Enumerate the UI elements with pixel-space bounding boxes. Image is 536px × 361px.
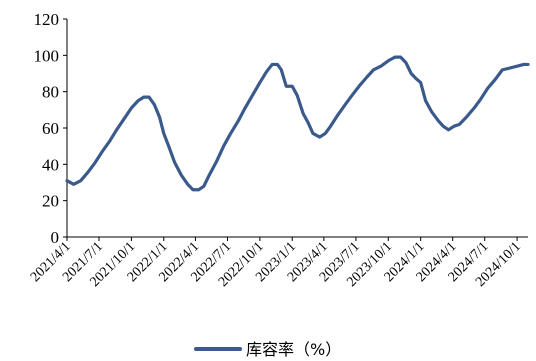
legend: 库容率（%） xyxy=(194,340,341,359)
y-tick-label: 40 xyxy=(42,155,59,174)
y-tick-label: 0 xyxy=(51,228,60,247)
y-axis-ticks: 0 20 40 60 80 100 120 xyxy=(34,10,67,247)
y-tick-label: 120 xyxy=(34,10,60,29)
series-layer xyxy=(65,55,530,192)
legend-label: 库容率（%） xyxy=(246,340,341,359)
axes xyxy=(66,19,528,238)
y-tick-label: 100 xyxy=(34,46,60,65)
y-tick-label: 60 xyxy=(42,119,59,138)
x-axis-ticks: 2021/4/12021/7/12021/10/12022/1/12022/4/… xyxy=(28,237,524,290)
y-tick-label: 20 xyxy=(42,192,59,211)
y-tick-label: 80 xyxy=(42,83,59,102)
series-line-0 xyxy=(65,55,530,192)
